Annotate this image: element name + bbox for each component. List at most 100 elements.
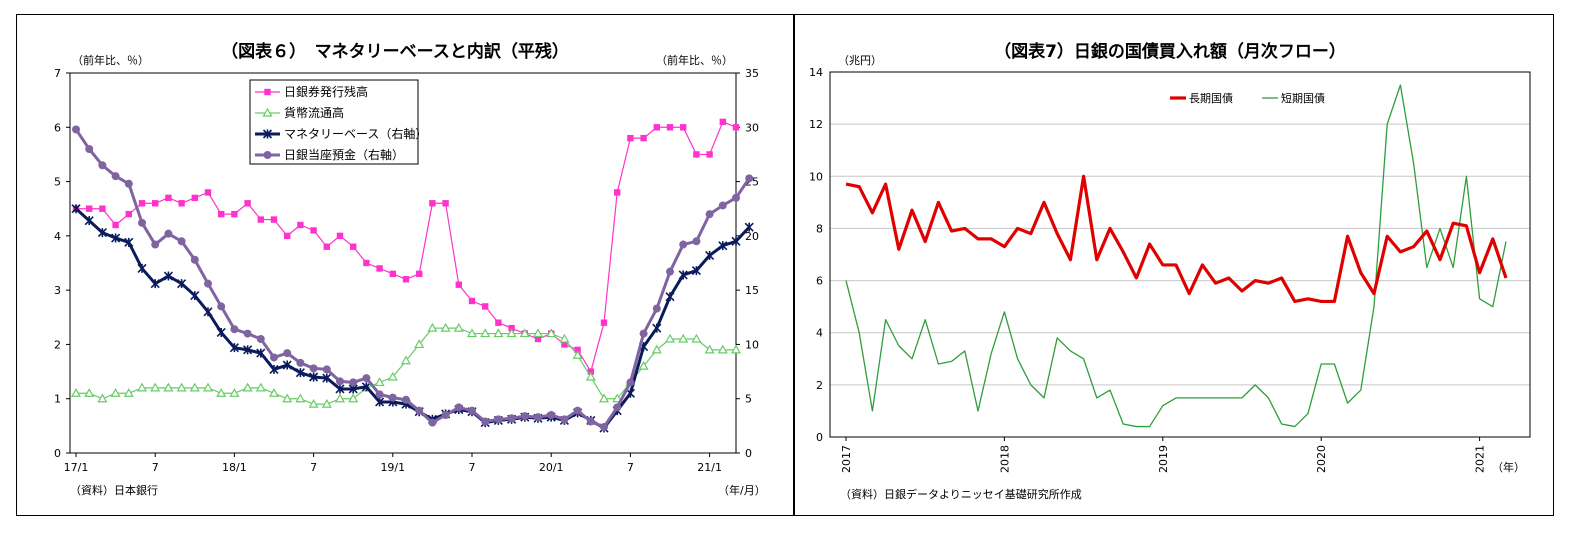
chart2-legend: 長期国債 短期国債: [1170, 91, 1325, 105]
chart2: （図表7）日銀の国債買入れ額（月次フロー） （兆円） （資料）日銀データよりニッ…: [809, 41, 1531, 501]
chart1-point-0: [614, 189, 621, 196]
chart1-point-0: [323, 243, 330, 250]
chart1-point-0: [455, 281, 462, 288]
chart1-point-0: [442, 200, 449, 207]
chart2-y-tick-label: 12: [809, 118, 823, 131]
chart1-left-tick-label: 1: [54, 393, 61, 406]
chart1-point-3: [177, 237, 186, 246]
chart1-point-1: [638, 360, 649, 370]
chart1-point-3: [309, 364, 318, 373]
chart1-point-3: [138, 218, 146, 227]
right-panel-frame: [794, 14, 1554, 516]
chart2-legend-label: 長期国債: [1189, 91, 1233, 105]
chart2-x-tick-label: 2018: [998, 445, 1011, 473]
chart1-point-3: [520, 412, 529, 421]
chart1-point-3: [322, 365, 331, 374]
chart1-point-3: [204, 279, 212, 288]
chart1-point-3: [705, 210, 714, 219]
chart2-x-tick-label: 2019: [1157, 445, 1170, 473]
chart1-point-3: [666, 267, 674, 276]
chart1-point-3: [586, 417, 595, 426]
chart1-point-3: [151, 240, 160, 249]
chart1-point-0: [482, 303, 489, 310]
chart1-point-0: [270, 216, 278, 223]
chart1-point-3: [560, 415, 569, 424]
chart1-point-0: [350, 243, 357, 250]
chart1-point-1: [216, 388, 227, 397]
chart1-point-1: [466, 328, 478, 338]
chart1-point-2: [322, 373, 332, 383]
chart1-x-tick-label: 21/1: [697, 461, 722, 474]
chart1-point-1: [678, 333, 689, 343]
left-panel-frame: [16, 14, 794, 516]
chart1-legend-label: マネタリーベース（右軸）: [284, 126, 427, 141]
chart1-point-1: [150, 382, 161, 392]
chart1-point-2: [256, 348, 266, 358]
chart1-point-0: [191, 194, 198, 202]
chart1-point-1: [519, 328, 530, 338]
chart1-x-tick-label: 7: [310, 461, 317, 474]
chart1-point-1: [651, 344, 662, 354]
chart1-point-1: [427, 322, 438, 332]
chart1-x-unit: （年/月）: [718, 483, 766, 497]
chart1-series-line-2: [74, 207, 751, 430]
chart1-x-tick-label: 20/1: [539, 461, 564, 474]
chart1-point-1: [612, 393, 623, 403]
chart1-x-tick-label: 7: [627, 461, 634, 474]
chart1-point-1: [97, 393, 108, 403]
chart1-point-1: [84, 388, 95, 397]
chart1-point-1: [176, 382, 187, 392]
chart1-point-1: [506, 328, 517, 338]
chart1-point-3: [270, 353, 278, 362]
chart1-point-1: [282, 393, 293, 403]
chart2-plot-area: 0 2 4 6 8 10 12 14 2017 2018 2019 2020 2021: [809, 66, 1531, 473]
chart1-point-3: [626, 378, 635, 387]
chart1-point-3: [692, 237, 701, 246]
chart1-point-0: [429, 200, 436, 207]
chart1-point-0: [627, 134, 634, 142]
chart1-x-tick-label: 7: [152, 461, 159, 474]
chart1-x-tick-label: 7: [469, 461, 476, 474]
chart1-point-3: [190, 255, 199, 264]
chart1-point-0: [508, 324, 515, 332]
chart1-point-1: [374, 377, 385, 387]
chart1-point-2: [150, 279, 160, 289]
chart1-point-3: [732, 193, 740, 202]
chart1-point-3: [402, 395, 410, 404]
chart1-point-1: [136, 382, 148, 392]
chart1-plot-frame: [69, 72, 737, 454]
chart1-point-3: [600, 422, 608, 431]
chart2-legend-label: 短期国債: [1281, 91, 1325, 105]
chart1-point-1: [242, 382, 253, 392]
chart2-plot-frame: [829, 71, 1531, 438]
chart1-point-3: [547, 411, 556, 419]
chart1-right-axis-unit: （前年比、％）: [656, 53, 733, 67]
chart1-point-0: [666, 124, 674, 131]
chart1-point-1: [202, 382, 214, 392]
chart1-point-1: [440, 322, 451, 332]
chart1-point-2: [177, 279, 187, 289]
chart1-legend-marker: [262, 129, 273, 139]
chart1-point-3: [494, 415, 503, 424]
chart1-point-1: [730, 344, 742, 354]
chart1-point-2: [216, 327, 226, 338]
chart1-point-2: [203, 307, 213, 317]
chart1-point-3: [85, 145, 94, 153]
chart1-point-2: [691, 266, 701, 276]
chart1-left-tick-label: 7: [54, 67, 61, 80]
chart2-y-tick-label: 10: [809, 170, 823, 183]
chart2-source-note: （資料）日銀データよりニッセイ基礎研究所作成: [840, 487, 1082, 501]
chart1-point-0: [204, 189, 212, 196]
chart1-point-2: [652, 323, 662, 333]
chart1-left-tick-label: 5: [54, 176, 61, 189]
chart1-point-0: [138, 200, 146, 207]
chart1-point-3: [468, 406, 476, 415]
chart1-point-3: [256, 335, 265, 343]
chart1-x-tick-label: 19/1: [380, 461, 405, 474]
chart1-point-2: [718, 241, 728, 251]
chart2-y-tick-label: 4: [816, 327, 823, 340]
chart2-y-tick-label: 8: [816, 222, 823, 235]
